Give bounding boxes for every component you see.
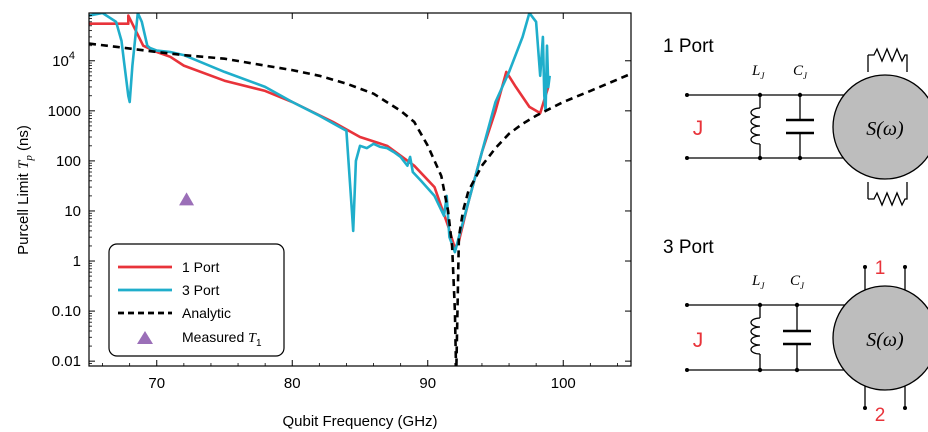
network-3port xyxy=(832,285,928,391)
y-tick-label: 10 xyxy=(64,203,81,220)
three-port-title: 3 Port xyxy=(663,237,714,258)
y-tick-label: 100 xyxy=(56,153,81,170)
inductor-3port-label: LJ xyxy=(751,273,765,291)
chart-legend: 1 Port 3 Port Analytic Measured T1 xyxy=(108,243,285,357)
measured-t1-point xyxy=(179,192,195,206)
points-layer xyxy=(179,192,195,206)
x-tick-label: 80 xyxy=(284,375,301,392)
x-tick-label: 100 xyxy=(551,375,576,392)
one-port-circuit-diagram: 1 Port S(ω) J LJ CJ xyxy=(663,36,928,207)
y-axis-ticks: 0.01 0.10 1 10 100 1000 104 xyxy=(48,12,631,370)
three-port-circuit-diagram: 3 Port S(ω) J LJ CJ 1 xyxy=(663,237,928,426)
legend-label-1port: 1 Port xyxy=(182,259,219,275)
series-line-analytic xyxy=(89,42,631,366)
network-1port-label: S(ω) xyxy=(866,118,904,140)
network-3port-label: S(ω) xyxy=(866,329,904,351)
inductor-3port xyxy=(750,317,761,355)
legend-label-measured: Measured T1 xyxy=(182,329,262,349)
port-1-label: 1 xyxy=(875,258,886,279)
capacitor-1port-label: CJ xyxy=(793,63,808,81)
capacitor-3port-label: CJ xyxy=(790,273,805,291)
one-port-title: 1 Port xyxy=(663,36,714,57)
y-tick-label: 0.01 xyxy=(52,353,81,370)
x-tick-label: 90 xyxy=(419,375,436,392)
series-line-3-port xyxy=(89,13,551,254)
port-2-label: 2 xyxy=(875,405,886,426)
legend-label-analytic: Analytic xyxy=(182,305,231,321)
y-axis-label: Purcell Limit Tp (ns) xyxy=(15,125,35,255)
plot-frame xyxy=(88,12,632,367)
legend-label-3port: 3 Port xyxy=(182,282,219,298)
purcell-chart: 70 80 90 100 0.01 0.10 1 10 100 1000 104 Qubit Fr… xyxy=(15,12,632,430)
series-layer xyxy=(89,13,631,366)
y-tick-label: 104 xyxy=(52,50,75,70)
resistor-1port-bottom xyxy=(868,182,908,207)
inductor-1port xyxy=(750,107,761,145)
x-axis-label: Qubit Frequency (GHz) xyxy=(282,413,437,430)
legend-box xyxy=(108,243,285,357)
network-1port xyxy=(832,74,928,180)
resistor-1port-top xyxy=(868,47,908,72)
y-tick-label: 1000 xyxy=(48,103,81,120)
x-axis-ticks: 70 80 90 100 xyxy=(102,13,618,392)
legend-swatch-measured xyxy=(137,331,153,344)
x-tick-label: 70 xyxy=(148,375,165,392)
inductor-1port-label: LJ xyxy=(751,63,765,81)
y-tick-label: 1 xyxy=(73,253,81,270)
junction-1port-label: J xyxy=(693,117,704,140)
y-tick-label: 0.10 xyxy=(52,303,81,320)
junction-3port-label: J xyxy=(693,329,704,352)
